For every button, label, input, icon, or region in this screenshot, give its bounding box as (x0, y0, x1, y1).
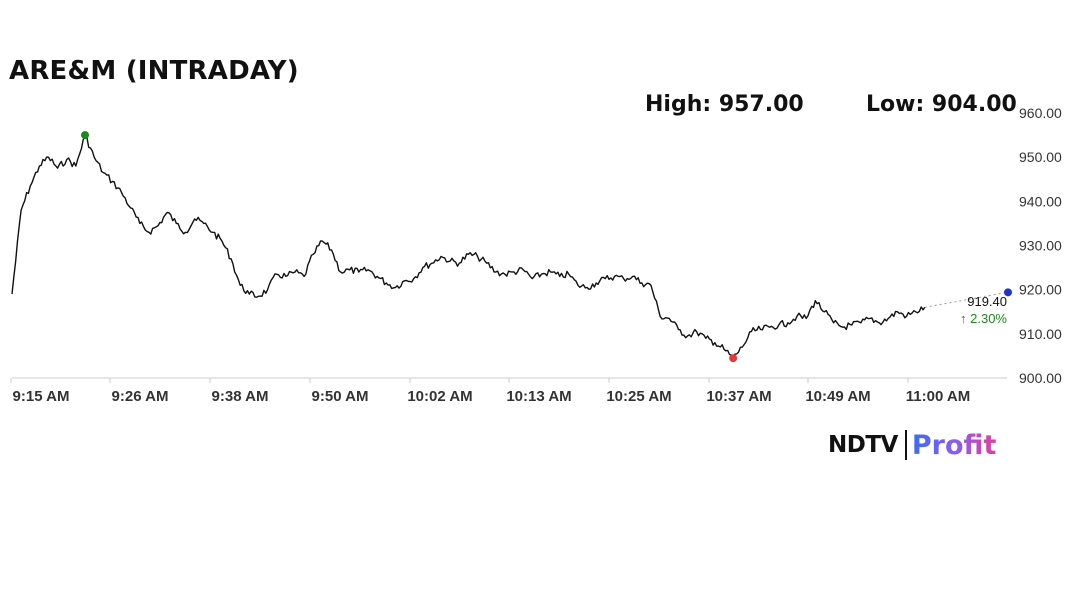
x-tick-label: 10:37 AM (706, 388, 771, 405)
x-tick-label: 10:02 AM (407, 388, 472, 405)
x-tick-label: 9:26 AM (112, 388, 169, 405)
profit-wordmark: Profit (911, 429, 997, 461)
x-tick-label: 10:13 AM (506, 388, 571, 405)
current-price-extension (924, 291, 1008, 308)
x-tick-label: 9:50 AM (312, 388, 369, 405)
y-tick-label: 900.00 (1019, 370, 1062, 386)
ndtv-profit-logo: NDTV Profit (828, 428, 996, 462)
x-tick-label: 10:49 AM (805, 388, 870, 405)
y-tick-label: 920.00 (1019, 282, 1062, 298)
high-point-marker (81, 131, 90, 140)
x-tick-label: 9:15 AM (13, 388, 70, 405)
x-tick-label: 11:00 AM (906, 388, 970, 405)
current-point-marker (1004, 288, 1012, 297)
price-series-line (11, 134, 926, 359)
low-point-marker (729, 354, 738, 363)
change-percent-label: ↑ 2.30% (960, 311, 1007, 326)
y-tick-label: 910.00 (1019, 326, 1062, 342)
logo-divider (904, 430, 907, 460)
high-price-label: High: 957.00 (645, 92, 804, 117)
y-tick-label: 960.00 (1019, 105, 1062, 121)
x-tick-label: 10:25 AM (606, 388, 671, 405)
y-tick-label: 950.00 (1019, 149, 1062, 165)
y-tick-label: 930.00 (1019, 238, 1062, 254)
ndtv-wordmark: NDTV (828, 432, 898, 458)
y-tick-label: 940.00 (1019, 193, 1062, 209)
last-price-label: 919.40 (967, 294, 1007, 309)
x-tick-label: 9:38 AM (212, 388, 269, 405)
low-price-label: Low: 904.00 (866, 92, 1017, 117)
chart-title: ARE&M (INTRADAY) (9, 56, 299, 86)
